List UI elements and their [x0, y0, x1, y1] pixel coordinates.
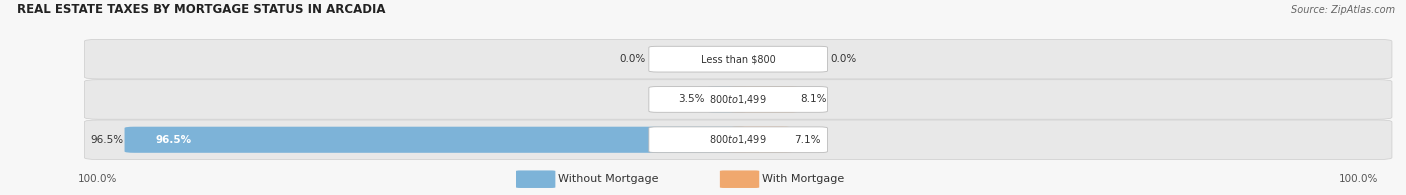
Text: 96.5%: 96.5% [156, 135, 191, 145]
Text: 3.5%: 3.5% [679, 94, 704, 105]
FancyBboxPatch shape [516, 170, 555, 188]
FancyBboxPatch shape [650, 46, 827, 72]
Text: With Mortgage: With Mortgage [762, 174, 844, 184]
FancyBboxPatch shape [84, 120, 1392, 160]
FancyBboxPatch shape [728, 127, 793, 153]
Text: 0.0%: 0.0% [830, 54, 856, 64]
FancyBboxPatch shape [706, 86, 748, 113]
FancyBboxPatch shape [728, 86, 799, 113]
FancyBboxPatch shape [650, 87, 827, 112]
FancyBboxPatch shape [84, 39, 1392, 79]
Text: Source: ZipAtlas.com: Source: ZipAtlas.com [1291, 5, 1395, 15]
Text: 8.1%: 8.1% [800, 94, 827, 105]
Text: $800 to $1,499: $800 to $1,499 [710, 133, 766, 146]
FancyBboxPatch shape [720, 170, 759, 188]
Text: 0.0%: 0.0% [620, 54, 647, 64]
Text: Less than $800: Less than $800 [700, 54, 776, 64]
FancyBboxPatch shape [84, 80, 1392, 119]
Text: REAL ESTATE TAXES BY MORTGAGE STATUS IN ARCADIA: REAL ESTATE TAXES BY MORTGAGE STATUS IN … [17, 3, 385, 16]
Text: 100.0%: 100.0% [1339, 174, 1378, 184]
Text: 100.0%: 100.0% [77, 174, 117, 184]
Text: Without Mortgage: Without Mortgage [558, 174, 658, 184]
Text: $800 to $1,499: $800 to $1,499 [710, 93, 766, 106]
FancyBboxPatch shape [125, 127, 748, 153]
Text: 7.1%: 7.1% [794, 135, 820, 145]
Text: 96.5%: 96.5% [90, 135, 124, 145]
FancyBboxPatch shape [650, 127, 827, 153]
